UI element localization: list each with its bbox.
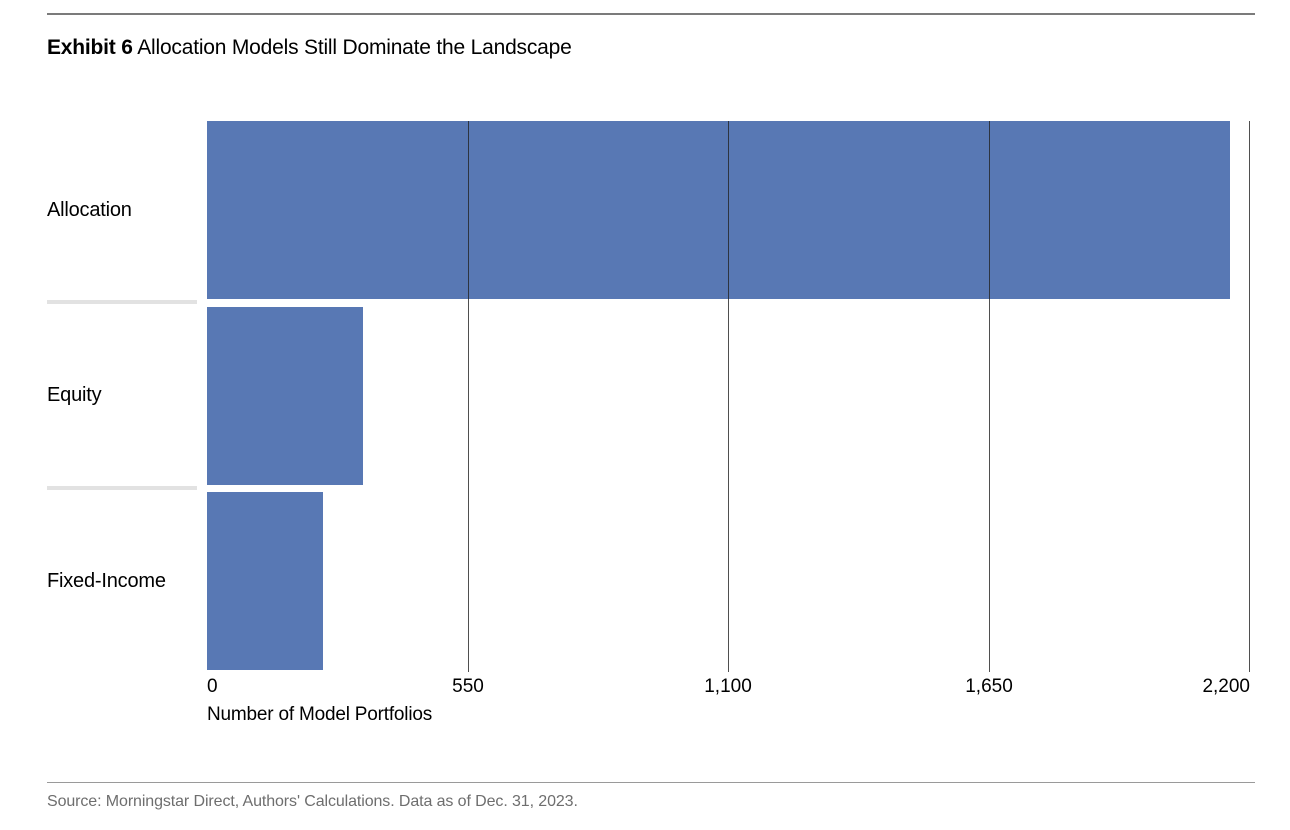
gridline — [989, 121, 990, 672]
x-tick-label: 2,200 — [1202, 676, 1250, 697]
bar-equity — [207, 306, 363, 485]
category-label: Allocation — [47, 198, 132, 221]
x-tick-label: 0 — [207, 676, 218, 697]
bottom-rule — [47, 782, 1255, 783]
row-separator — [47, 300, 197, 304]
top-rule — [47, 13, 1255, 15]
x-tick-label: 550 — [452, 676, 484, 697]
exhibit-title-text: Allocation Models Still Dominate the Lan… — [137, 36, 572, 59]
exhibit-number: Exhibit 6 — [47, 36, 133, 59]
row-separator — [47, 485, 197, 490]
x-axis-title: Number of Model Portfolios — [207, 704, 433, 725]
bar-chart: Number of Model Portfolios Allocation Equ… — [47, 121, 1250, 725]
page-title: Exhibit 6 Allocation Models Still Domina… — [47, 34, 572, 61]
category-label: Equity — [47, 384, 102, 406]
bar-allocation — [207, 121, 1230, 299]
x-tick-label: 1,100 — [704, 676, 752, 697]
gridline — [728, 121, 729, 672]
gridline — [1249, 121, 1250, 672]
source-note: Source: Morningstar Direct, Authors' Cal… — [47, 793, 578, 810]
category-label: Fixed-Income — [47, 569, 166, 592]
x-tick-label: 1,650 — [965, 676, 1013, 697]
bar-fixed-income — [207, 492, 323, 670]
gridline — [468, 121, 469, 672]
